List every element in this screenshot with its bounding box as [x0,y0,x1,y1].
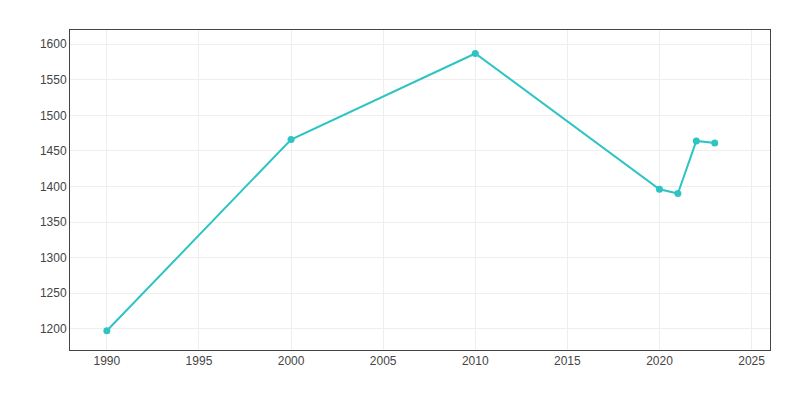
svg-text:1990: 1990 [93,354,120,368]
svg-text:1500: 1500 [40,109,67,123]
svg-text:1300: 1300 [40,251,67,265]
svg-text:1200: 1200 [40,322,67,336]
svg-text:1350: 1350 [40,215,67,229]
svg-text:2015: 2015 [554,354,581,368]
svg-text:2020: 2020 [646,354,673,368]
svg-text:2025: 2025 [738,354,765,368]
svg-text:2005: 2005 [370,354,397,368]
svg-text:2010: 2010 [462,354,489,368]
svg-text:1550: 1550 [40,73,67,87]
svg-text:2000: 2000 [278,354,305,368]
svg-text:1600: 1600 [40,37,67,51]
svg-text:1400: 1400 [40,180,67,194]
svg-text:1995: 1995 [186,354,213,368]
svg-text:1450: 1450 [40,144,67,158]
svg-text:1250: 1250 [40,286,67,300]
